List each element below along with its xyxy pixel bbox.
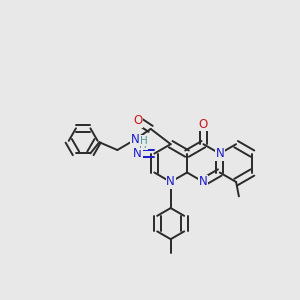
Text: H: H: [140, 136, 148, 146]
Text: N: N: [215, 147, 224, 160]
Text: H: H: [139, 140, 147, 150]
Text: N: N: [133, 147, 142, 160]
Text: N: N: [166, 176, 175, 188]
Text: N: N: [131, 133, 140, 146]
Text: N: N: [199, 176, 208, 188]
Text: O: O: [199, 118, 208, 131]
Text: O: O: [134, 114, 143, 127]
